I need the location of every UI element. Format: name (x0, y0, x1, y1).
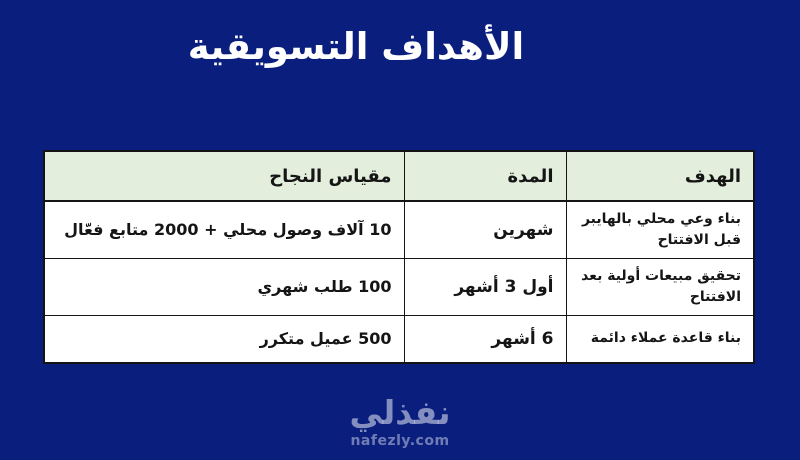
goal-cell: بناء وعي محلي بالهايبر قبل الافتتاح (565, 200, 755, 259)
success-metric-cell: 500 عميل متكرر (43, 314, 405, 364)
goal-cell: تحقيق مبيعات أولية بعد الافتتاح (565, 257, 755, 316)
column-header-success-metric: مقياس النجاح (43, 150, 405, 202)
table-row: تحقيق مبيعات أولية بعد الافتتاح أول 3 أش… (43, 257, 755, 316)
goal-cell: بناء قاعدة عملاء دائمة (565, 314, 755, 364)
success-metric-cell: 100 طلب شهري (43, 257, 405, 316)
page-title: الأهداف التسويقية (187, 25, 525, 68)
success-metric-cell: 10 آلاف وصول محلي + 2000 متابع فعّال (43, 200, 405, 259)
marketing-objectives-table: الهدف المدة مقياس النجاح بناء وعي محلي ب… (43, 150, 755, 364)
table-row: بناء قاعدة عملاء دائمة 6 أشهر 500 عميل م… (43, 314, 755, 364)
column-header-goal: الهدف (565, 150, 755, 202)
table-row: بناء وعي محلي بالهايبر قبل الافتتاح شهري… (43, 200, 755, 259)
table-header-row: الهدف المدة مقياس النجاح (43, 150, 755, 202)
nafezly-logo-domain: nafezly.com (350, 432, 450, 449)
duration-cell: 6 أشهر (403, 314, 567, 364)
nafezly-watermark: نفذلي nafezly.com (0, 393, 800, 448)
nafezly-logo-arabic: نفذلي (349, 393, 451, 432)
duration-cell: أول 3 أشهر (403, 257, 567, 316)
objectives-table: الهدف المدة مقياس النجاح بناء وعي محلي ب… (43, 150, 755, 364)
column-header-duration: المدة (403, 150, 567, 202)
duration-cell: شهرين (403, 200, 567, 259)
